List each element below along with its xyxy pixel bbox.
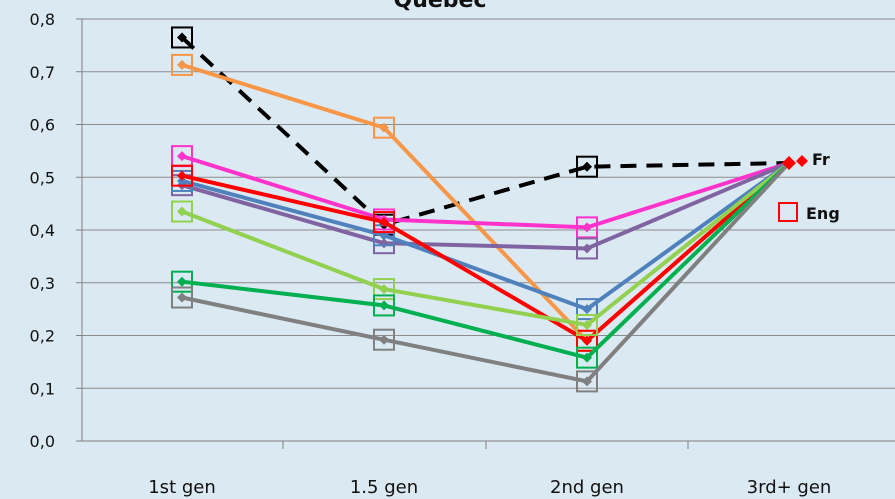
- diamond-marker: [177, 175, 187, 186]
- series-line: [181, 161, 791, 327]
- x-tick-label: 1st gen: [148, 477, 216, 498]
- x-tick-label: 2nd gen: [550, 477, 624, 498]
- legend: Fr Eng: [778, 150, 840, 223]
- diamond-marker: [582, 335, 592, 346]
- x-tick-label: 1.5 gen: [350, 477, 418, 498]
- diamond-marker: [177, 59, 187, 70]
- series: [171, 158, 794, 260]
- legend-fr-label: Fr: [812, 150, 830, 169]
- square-marker: [373, 294, 395, 317]
- y-tick-label: 0,1: [30, 379, 55, 398]
- axes: 0,0 0,1 0,2 0,3 0,4 0,5 0,6 0,7 0,8 1st gen 1.5 ge…: [30, 10, 895, 498]
- diamond-marker: [177, 292, 187, 303]
- series-line: [180, 35, 790, 227]
- square-marker: [576, 370, 598, 393]
- series-line: [181, 161, 791, 312]
- diamond-marker: [379, 122, 389, 133]
- series-line: [181, 161, 791, 384]
- y-tick-label: 0,6: [30, 116, 55, 135]
- diamond-marker: [582, 304, 592, 315]
- series: [171, 158, 794, 352]
- series-line: [181, 161, 790, 251]
- square-marker: [373, 278, 395, 301]
- square-marker: [576, 216, 598, 239]
- diamond-marker: [177, 206, 187, 217]
- square-marker: [171, 164, 193, 187]
- diamond-marker: [379, 334, 389, 345]
- diamond-marker: [379, 284, 389, 295]
- diamond-marker: [379, 300, 389, 311]
- square-marker: [171, 53, 193, 76]
- diamond-marker: [177, 32, 187, 43]
- square-marker: [373, 116, 395, 139]
- series-line: [181, 161, 791, 343]
- y-tick-label: 0,5: [30, 168, 55, 187]
- series: [171, 145, 794, 239]
- square-marker: [576, 237, 598, 260]
- square-marker: [576, 313, 598, 336]
- y-tick-label: 0,3: [30, 274, 55, 293]
- diamond-marker: [177, 151, 187, 162]
- y-tick-label: 0,7: [30, 63, 55, 82]
- y-tick-label: 0,0: [30, 432, 55, 451]
- diamond-marker: [582, 352, 592, 363]
- square-marker: [373, 211, 395, 234]
- series-line: [181, 161, 791, 360]
- diamond-marker: [177, 170, 187, 181]
- diamond-marker: [582, 243, 592, 254]
- diamond-marker: [582, 376, 592, 387]
- square-marker: [576, 329, 598, 352]
- legend-eng-marker: [778, 202, 798, 222]
- series-line: [181, 154, 790, 230]
- endpoint-diamond: [782, 156, 796, 171]
- diamond-marker: [582, 319, 592, 330]
- series: [171, 158, 794, 336]
- square-marker: [576, 155, 598, 178]
- square-marker: [171, 270, 193, 293]
- square-marker: [576, 298, 598, 321]
- legend-fr-marker: [796, 155, 808, 167]
- series-group: [171, 26, 796, 393]
- square-marker: [373, 328, 395, 351]
- square-marker: [171, 286, 193, 309]
- y-tick-label: 0,2: [30, 327, 55, 346]
- y-tick-label: 0,8: [30, 10, 55, 29]
- chart-title: Quebec: [394, 0, 487, 13]
- square-marker: [171, 200, 193, 223]
- diamond-marker: [379, 217, 389, 228]
- legend-eng-label: Eng: [806, 204, 840, 223]
- y-tick-label: 0,4: [30, 221, 55, 240]
- diamond-marker: [177, 276, 187, 287]
- diamond-marker: [582, 222, 592, 233]
- diamond-marker: [582, 161, 592, 172]
- square-marker: [576, 346, 598, 369]
- x-tick-label: 3rd+ gen: [747, 477, 832, 498]
- square-marker: [171, 26, 193, 49]
